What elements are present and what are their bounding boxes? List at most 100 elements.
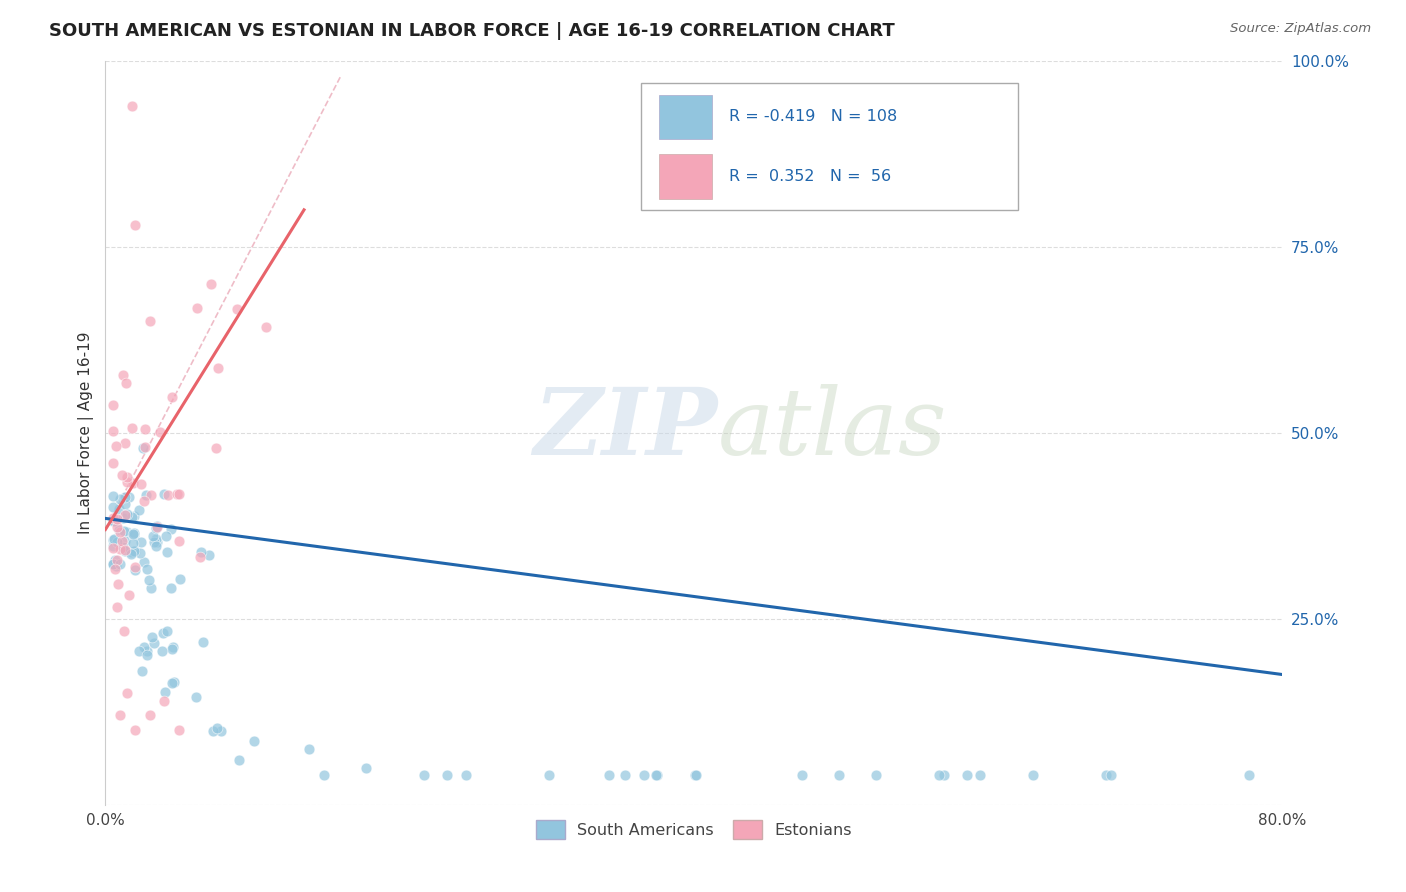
Point: [146, 535, 169, 549]
Point: [790, 768, 813, 782]
Point: [865, 768, 887, 782]
Point: [167, 487, 190, 501]
Point: [101, 541, 124, 555]
Point: [413, 768, 436, 782]
Point: [209, 723, 232, 738]
Point: [191, 634, 214, 648]
Point: [103, 533, 125, 547]
Point: [160, 522, 183, 536]
Point: [114, 508, 136, 522]
Point: [928, 768, 950, 782]
Point: [114, 491, 136, 505]
Point: [153, 693, 176, 707]
Point: [111, 368, 134, 383]
Point: [103, 514, 125, 528]
Point: [121, 421, 143, 435]
Point: [145, 521, 167, 535]
Point: [108, 557, 131, 571]
Point: [132, 442, 155, 456]
Point: [160, 581, 183, 595]
Point: [969, 768, 991, 782]
Point: [200, 277, 222, 291]
Point: [105, 511, 128, 525]
Point: [538, 768, 561, 782]
Point: [107, 523, 129, 537]
Point: [228, 753, 250, 767]
Point: [1022, 768, 1045, 782]
Point: [143, 636, 166, 650]
Point: [122, 508, 145, 523]
Point: [114, 544, 136, 558]
Point: [114, 533, 136, 548]
Point: [683, 768, 706, 782]
Point: [131, 664, 153, 678]
Point: [131, 476, 153, 491]
Point: [598, 768, 620, 782]
Point: [160, 390, 183, 404]
Point: [101, 398, 124, 412]
Point: [104, 562, 127, 576]
Point: [110, 492, 132, 507]
Point: [138, 573, 160, 587]
Text: atlas: atlas: [717, 384, 948, 475]
Point: [190, 545, 212, 559]
Point: [128, 644, 150, 658]
Text: ZIP: ZIP: [533, 384, 717, 475]
Point: [1099, 768, 1122, 782]
Point: [117, 686, 139, 700]
Point: [201, 724, 224, 739]
Point: [145, 532, 167, 546]
Point: [166, 487, 188, 501]
Point: [254, 320, 277, 334]
Point: [107, 502, 129, 516]
Point: [135, 488, 157, 502]
Point: [129, 546, 152, 560]
Point: [167, 723, 190, 738]
Point: [105, 519, 128, 533]
Point: [104, 559, 127, 574]
Point: [101, 511, 124, 525]
Point: [120, 548, 142, 562]
Point: [105, 553, 128, 567]
Point: [134, 441, 156, 455]
Point: [456, 768, 478, 782]
Point: [190, 550, 212, 565]
Point: [156, 544, 179, 558]
Point: [122, 526, 145, 541]
Point: [101, 489, 124, 503]
Point: [198, 548, 221, 562]
Point: [436, 768, 458, 782]
Point: [243, 733, 266, 747]
Point: [207, 361, 229, 376]
Point: [150, 644, 173, 658]
Point: [828, 768, 851, 782]
Point: [101, 557, 124, 571]
Point: [136, 648, 159, 663]
Point: [101, 457, 124, 471]
Point: [186, 301, 208, 315]
Point: [647, 768, 669, 782]
Point: [111, 534, 134, 549]
FancyBboxPatch shape: [658, 154, 711, 199]
Point: [124, 218, 146, 232]
Point: [226, 301, 249, 316]
Point: [134, 640, 156, 654]
Point: [142, 529, 165, 543]
Point: [121, 475, 143, 490]
Point: [111, 467, 134, 482]
Point: [112, 524, 135, 538]
Point: [101, 500, 124, 514]
Point: [117, 475, 139, 490]
Point: [101, 539, 124, 553]
Point: [138, 314, 160, 328]
Point: [115, 469, 138, 483]
Point: [312, 768, 335, 782]
Point: [124, 563, 146, 577]
Point: [121, 99, 143, 113]
Point: [139, 581, 162, 595]
Point: [956, 768, 979, 782]
Point: [633, 768, 655, 782]
Point: [1095, 768, 1118, 782]
Point: [101, 425, 124, 439]
Point: [167, 533, 190, 548]
